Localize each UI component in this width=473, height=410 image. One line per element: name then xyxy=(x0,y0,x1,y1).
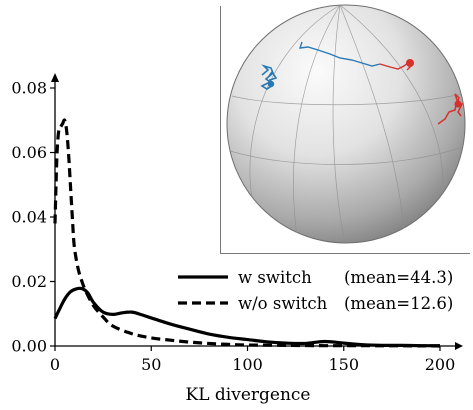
red-cluster-endpoint xyxy=(454,100,462,108)
legend-label-wo-switch: w/o switch xyxy=(238,294,328,313)
x-axis-arrow xyxy=(455,342,463,350)
blue-trace-cluster xyxy=(260,64,278,90)
legend-mean-wo-switch: (mean=12.6) xyxy=(344,294,453,313)
series-line-w-switch xyxy=(53,286,441,348)
y-tick-label: 0.08 xyxy=(11,79,47,98)
y-tick-label: 0.06 xyxy=(11,143,47,162)
blue-red-trace xyxy=(298,41,381,67)
y-tick-label: 0.00 xyxy=(11,337,47,356)
red-trace-endpoint xyxy=(406,59,414,67)
red-trace-cluster xyxy=(437,93,464,125)
sphere-gridlines xyxy=(227,5,465,243)
legend-mean-w-switch: (mean=44.3) xyxy=(344,268,453,287)
y-axis-arrow xyxy=(51,73,59,82)
x-tick-label: 50 xyxy=(141,355,161,374)
legend-label-w-switch: w switch xyxy=(238,268,312,287)
series xyxy=(53,118,441,348)
y-tick-label: 0.04 xyxy=(11,208,47,227)
sphere xyxy=(226,4,466,244)
x-tick-label: 0 xyxy=(50,355,60,374)
y-tick-label: 0.02 xyxy=(11,272,47,291)
x-tick-label: 100 xyxy=(232,355,263,374)
series-line-wo-switch xyxy=(53,118,441,348)
sphere-inset xyxy=(220,4,470,254)
ticks: 0 50 100 150 200 0.00 0.02 0.04 0.06 0.08 xyxy=(11,79,455,375)
blue-trace-endpoint xyxy=(267,80,275,88)
x-tick-label: 200 xyxy=(425,355,456,374)
legend: w switch (mean=44.3) w/o switch (mean=12… xyxy=(178,268,453,313)
x-axis-label: KL divergence xyxy=(186,385,311,405)
x-tick-label: 150 xyxy=(328,355,359,374)
